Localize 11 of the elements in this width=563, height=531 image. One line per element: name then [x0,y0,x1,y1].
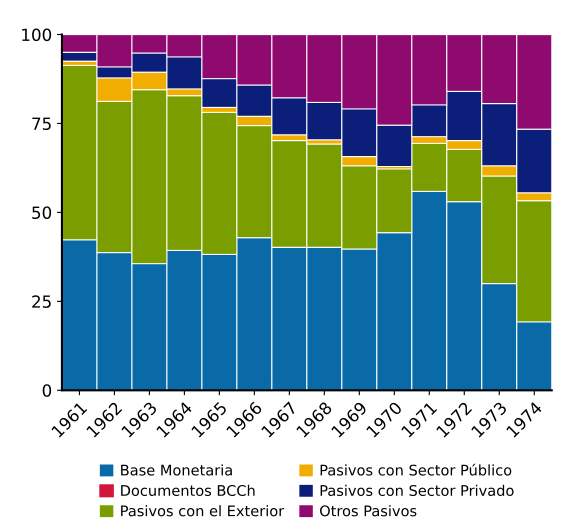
y-tick-label: 0 [42,384,52,397]
legend-label: Pasivos con Sector Privado [320,484,514,496]
y-tick-label: 25 [32,295,51,308]
legend-label: Pasivos con Sector Público [320,464,512,476]
legend-label: Otros Pasivos [320,505,416,516]
legend-label: Documentos BCCh [121,484,255,496]
legend-label: Pasivos con el Exterior [121,505,284,516]
legend-label: Base Monetaria [121,464,232,476]
y-tick-label: 100 [22,28,52,42]
y-tick-label: 75 [32,118,51,130]
y-tick-label: 50 [32,206,52,219]
